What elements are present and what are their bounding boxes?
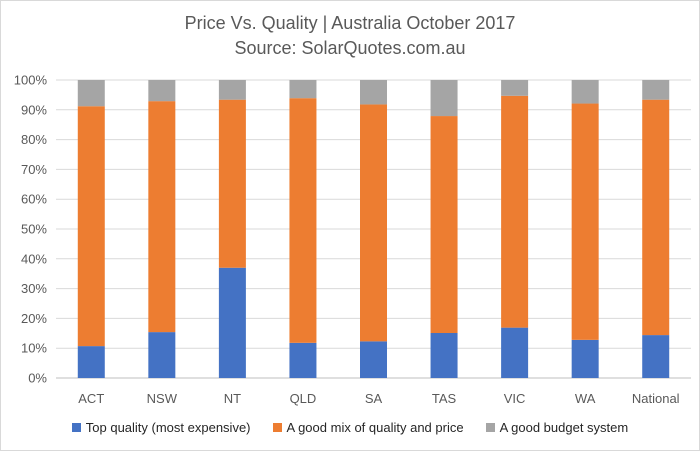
x-tick-label: ACT (78, 391, 104, 406)
x-axis-ticks: ACT NSW NT QLD SA TAS VIC WA National (78, 391, 679, 406)
legend-swatch (272, 423, 282, 432)
x-tick-label: WA (575, 391, 596, 406)
legend-item: A good mix of quality and price (272, 420, 464, 435)
y-tick-label: 70% (21, 162, 47, 177)
x-tick-label: NSW (147, 391, 178, 406)
bar-segment (289, 342, 317, 378)
y-tick-label: 60% (21, 192, 47, 207)
bar-segment (148, 332, 176, 378)
bar-segment (218, 267, 246, 378)
legend-item: A good budget system (485, 420, 629, 435)
bar-segment (218, 80, 246, 100)
bar-segment (148, 80, 176, 102)
y-tick-label: 10% (21, 341, 47, 356)
chart-subtitle: Source: SolarQuotes.com.au (234, 38, 466, 58)
y-tick-label: 0% (28, 371, 47, 386)
y-axis-ticks: 0% 10% 20% 30% 40% 50% 60% 70% 80% 90% 100% (14, 73, 48, 386)
bar-segment (501, 80, 529, 96)
legend-label: A good mix of quality and price (286, 420, 464, 435)
bar-segment (360, 341, 387, 378)
y-tick-label: 90% (21, 102, 47, 117)
legend-swatch (71, 423, 81, 432)
y-tick-label: 30% (21, 281, 47, 296)
y-tick-label: 100% (14, 73, 48, 88)
legend: Top quality (most expensive) A good mix o… (1, 420, 699, 435)
bar-segment (430, 333, 458, 378)
y-tick-label: 50% (21, 222, 47, 237)
bar-segment (501, 95, 529, 328)
y-tick-label: 20% (21, 311, 47, 326)
x-tick-label: SA (365, 391, 383, 406)
bar-segment (218, 99, 246, 268)
bar-segment (148, 101, 176, 333)
bar-segment (77, 80, 105, 107)
legend-item: Top quality (most expensive) (71, 420, 251, 435)
x-tick-label: National (632, 391, 680, 406)
x-tick-label: NT (224, 391, 241, 406)
bar-segment (571, 80, 599, 104)
bar-segment (501, 327, 529, 378)
bar-segment (360, 80, 387, 105)
x-tick-label: QLD (290, 391, 317, 406)
y-tick-label: 80% (21, 132, 47, 147)
bar-segment (77, 106, 105, 347)
legend-label: A good budget system (499, 420, 629, 435)
bar-segment (289, 98, 317, 343)
bar-segment (360, 104, 387, 342)
bar-segment (642, 80, 670, 100)
bar-segment (430, 80, 458, 117)
bar-segment (571, 103, 599, 340)
bar-segment (289, 80, 317, 99)
x-tick-label: TAS (432, 391, 457, 406)
legend-swatch (485, 423, 495, 432)
bar-segment (430, 116, 458, 334)
bar-segment (571, 339, 599, 378)
y-tick-label: 40% (21, 251, 47, 266)
bar-segment (77, 346, 105, 378)
legend-label: Top quality (most expensive) (85, 420, 251, 435)
chart-title: Price Vs. Quality | Australia October 20… (184, 13, 516, 33)
bars (77, 80, 670, 378)
bar-segment (642, 335, 670, 378)
x-tick-label: VIC (504, 391, 526, 406)
bar-segment (642, 99, 670, 336)
